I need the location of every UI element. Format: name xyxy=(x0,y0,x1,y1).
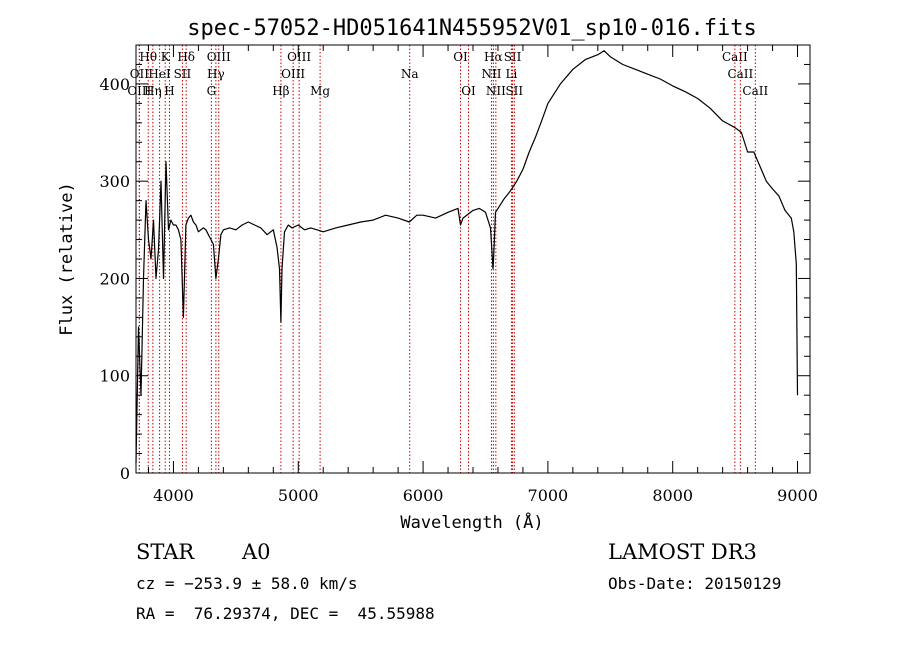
y-tick-label: 400 xyxy=(99,75,130,94)
x-tick-label: 4000 xyxy=(153,486,194,505)
marker-label: CaII xyxy=(722,50,748,64)
marker-label: Hγ xyxy=(207,67,225,81)
marker-label: Hθ xyxy=(139,50,157,64)
redshift-velocity: cz = −253.9 ± 58.0 km/s xyxy=(136,574,358,593)
chart-title: spec-57052-HD051641N455952V01_sp10-016.f… xyxy=(187,16,757,41)
marker-label: G xyxy=(207,84,217,98)
x-axis-label: Wavelength (Å) xyxy=(400,511,543,533)
marker-label: Hα xyxy=(484,50,503,64)
x-tick-label: 7000 xyxy=(528,486,569,505)
x-tick-label: 6000 xyxy=(403,486,444,505)
marker-label: NII xyxy=(486,84,506,98)
marker-label: OI xyxy=(461,84,476,98)
marker-label: Mg xyxy=(310,84,330,98)
marker-label: NII xyxy=(481,67,501,81)
x-tick-label: 5000 xyxy=(278,486,319,505)
x-tick-label: 9000 xyxy=(777,486,818,505)
survey-name: LAMOST DR3 xyxy=(608,540,757,564)
marker-label: OIII xyxy=(207,50,231,64)
marker-label: Hβ xyxy=(272,84,289,98)
spectral-subclass: A0 xyxy=(242,540,271,564)
marker-label: CaII xyxy=(742,84,768,98)
y-tick-label: 300 xyxy=(99,172,130,191)
y-tick-label: 200 xyxy=(99,269,130,288)
x-tick-label: 8000 xyxy=(652,486,693,505)
marker-label: Hδ xyxy=(177,50,195,64)
x-axis-ticks: 4000 5000 6000 7000 8000 9000 xyxy=(147,45,818,505)
sky-coordinates: RA = 76.29374, DEC = 45.55988 xyxy=(136,604,435,623)
spectrum-line xyxy=(135,50,799,464)
object-class: STAR xyxy=(136,540,195,564)
marker-label: Li xyxy=(506,67,518,81)
marker-label: H xyxy=(164,84,174,98)
marker-label: Hη xyxy=(144,84,162,98)
observation-date: Obs-Date: 20150129 xyxy=(608,574,782,593)
y-axis-ticks: 0 100 200 300 400 xyxy=(99,44,810,483)
marker-label: CaII xyxy=(727,67,753,81)
marker-label: SII xyxy=(504,50,522,64)
marker-label: K xyxy=(161,50,171,64)
marker-label: OIII xyxy=(281,67,305,81)
marker-label: OIII xyxy=(287,50,311,64)
marker-label: HeI xyxy=(148,67,171,81)
plot-frame xyxy=(135,44,811,474)
y-axis-label: Flux (relative) xyxy=(57,182,77,336)
marker-label: OI xyxy=(453,50,468,64)
marker-label: OIII xyxy=(127,84,151,98)
y-tick-label: 0 xyxy=(120,464,130,483)
y-tick-label: 100 xyxy=(99,367,130,386)
marker-label: SII xyxy=(174,67,192,81)
marker-label: SII xyxy=(505,84,523,98)
marker-label: Na xyxy=(401,67,419,81)
